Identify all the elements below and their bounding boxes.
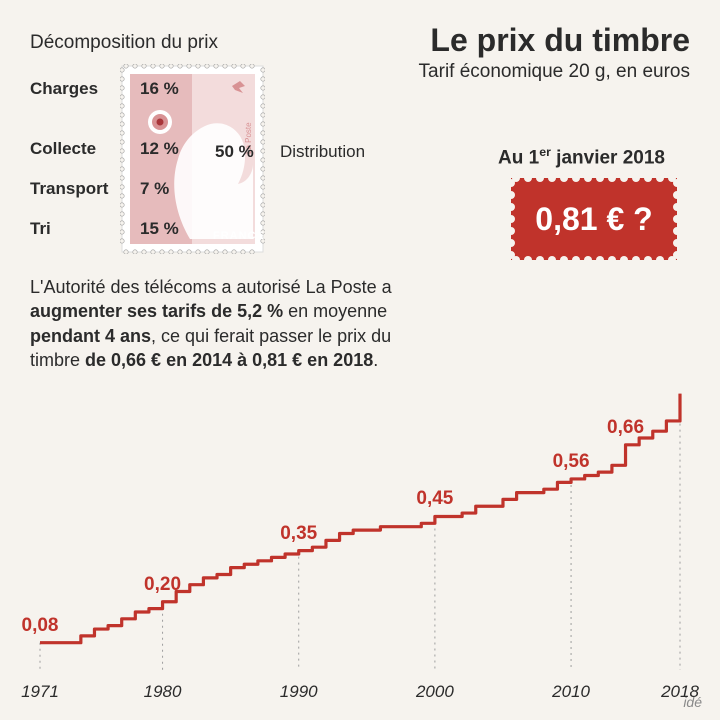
highlight-date: Au 1er janvier 2018 [498, 145, 665, 169]
decomposition-panel: Décomposition du prix La PosteFRANCE Cha… [30, 32, 370, 259]
decomp-label-0: Charges [30, 79, 98, 99]
timeline-chart: 1971198019902000201020180,080,200,350,45… [20, 370, 700, 700]
year-tick-2010: 2010 [552, 682, 590, 702]
year-tick-1971: 1971 [21, 682, 59, 702]
decomposition-body: La PosteFRANCE Charges16 %Collecte12 %Tr… [30, 64, 370, 259]
distribution-label: Distribution [280, 142, 365, 162]
subtitle: Tarif économique 20 g, en euros [419, 61, 690, 83]
value-label-1980: 0,20 [144, 574, 181, 596]
decomp-label-3: Tri [30, 219, 51, 239]
distribution-pct: 50 % [215, 142, 254, 162]
decomp-pct-2: 7 % [140, 179, 169, 199]
decomp-label-1: Collecte [30, 139, 96, 159]
decomp-pct-1: 12 % [140, 139, 179, 159]
highlight-price: 0,81 € ? [535, 201, 652, 238]
decomp-pct-0: 16 % [140, 79, 179, 99]
decomp-label-2: Transport [30, 179, 108, 199]
year-tick-2000: 2000 [416, 682, 454, 702]
header: Le prix du timbre Tarif économique 20 g,… [419, 22, 690, 83]
value-label-2014: 0,66 [607, 417, 644, 439]
description-text: L'Autorité des télécoms a autorisé La Po… [30, 275, 430, 372]
chart-svg [20, 370, 700, 700]
value-label-1971: 0,08 [22, 615, 59, 637]
highlight-price-stamp: 0,81 € ? [508, 175, 680, 263]
main-title: Le prix du timbre [419, 22, 690, 59]
decomp-pct-3: 15 % [140, 219, 179, 239]
year-tick-1980: 1980 [144, 682, 182, 702]
value-label-2000: 0,45 [416, 488, 453, 510]
value-label-1990: 0,35 [280, 523, 317, 545]
decomposition-title: Décomposition du prix [30, 32, 370, 54]
svg-text:FRANCE: FRANCE [213, 230, 265, 242]
year-tick-1990: 1990 [280, 682, 318, 702]
credit: idé [683, 694, 702, 710]
value-label-2010: 0,56 [553, 451, 590, 473]
